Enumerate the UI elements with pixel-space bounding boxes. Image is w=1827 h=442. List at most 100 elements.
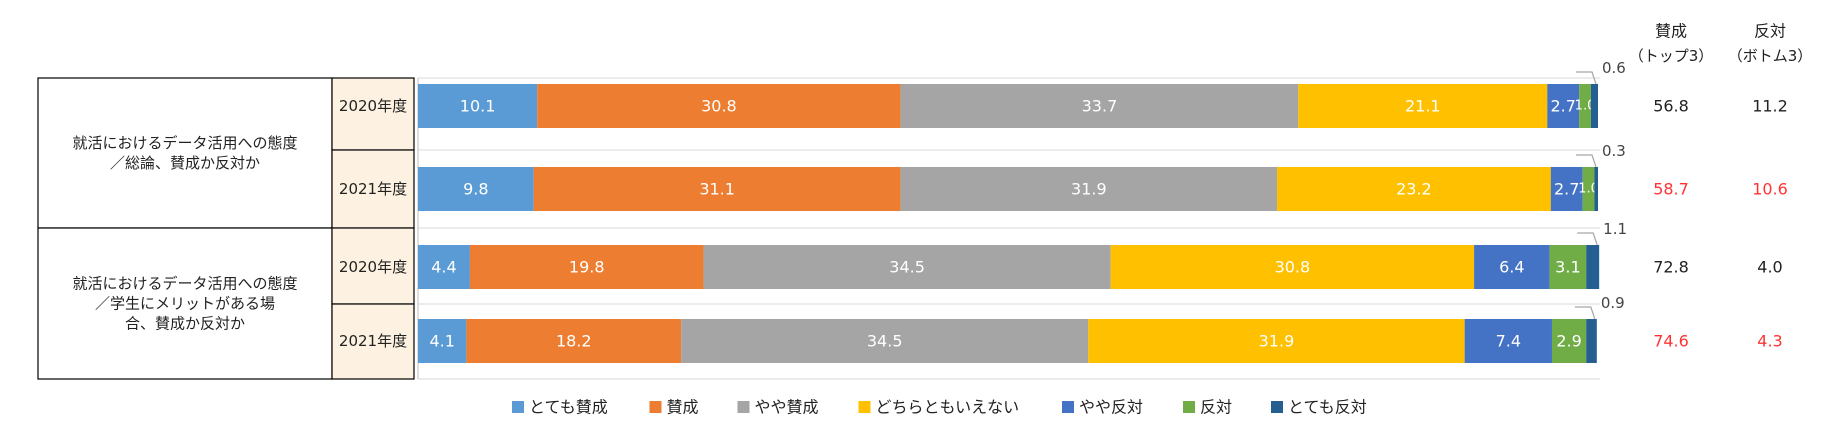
bar-data-label: 30.8 [701, 97, 737, 116]
summary-bottom3-value: 11.2 [1752, 97, 1788, 116]
year-label-cell [331, 77, 415, 151]
bar-segment-5 [1474, 245, 1550, 289]
group-label-text: 就活におけるデータ活用への態度 [72, 275, 297, 293]
bar-data-label: 19.8 [569, 258, 605, 277]
legend-label: とても反対 [1288, 398, 1367, 417]
bar-segment-1 [418, 245, 470, 289]
bar-data-label: 34.5 [889, 258, 925, 277]
legend-swatch [737, 401, 750, 413]
bar-data-label: 23.2 [1396, 180, 1432, 199]
summary-top3-value: 74.6 [1653, 332, 1689, 351]
group-label-text: 合、賛成か反対か [125, 315, 245, 333]
bar-data-label: 2.7 [1550, 97, 1575, 116]
bar-segment-2 [466, 319, 682, 363]
legend-label: やや反対 [1079, 398, 1143, 417]
bar-data-label: 31.9 [1259, 332, 1295, 351]
bar-segment-4 [1110, 245, 1475, 289]
group-label-box [37, 77, 333, 229]
bar-segment-2 [533, 167, 901, 211]
bar-segment-3 [900, 84, 1299, 128]
callout-line [1576, 71, 1597, 85]
bar-data-label: 1.0 [1575, 99, 1596, 114]
group-label-box [37, 227, 333, 380]
bar-segment-3 [900, 167, 1278, 211]
bar-segment-7 [1586, 245, 1600, 289]
legend-label: やや賛成 [755, 398, 819, 417]
legend-label: とても賛成 [529, 398, 608, 417]
callout-label: 1.1 [1603, 220, 1627, 238]
callout-label: 0.3 [1602, 142, 1626, 160]
bar-data-label: 9.8 [463, 180, 488, 199]
bar-segment-5 [1547, 84, 1580, 128]
bar-segment-5 [1464, 319, 1552, 363]
bar-segment-2 [469, 245, 704, 289]
summary-top3-value: 56.8 [1653, 97, 1689, 116]
callout-line [1574, 306, 1596, 320]
bar-segment-1 [418, 167, 534, 211]
bar-data-label: 7.4 [1496, 332, 1521, 351]
bar-segment-4 [1088, 319, 1465, 363]
bar-segment-4 [1277, 167, 1551, 211]
bar-data-label: 1.0 [1578, 182, 1599, 197]
bar-segment-1 [418, 84, 538, 128]
bar-data-label: 31.9 [1071, 180, 1107, 199]
bar-segment-5 [1550, 167, 1583, 211]
bar-segment-6 [1549, 245, 1587, 289]
group-label-text: ／学生にメリットがある場 [95, 295, 275, 313]
summary-top3-value: 72.8 [1653, 258, 1689, 277]
summary-header-subtitle: （トップ3） [1629, 47, 1714, 65]
legend-swatch [858, 401, 871, 413]
bar-data-label: 21.1 [1405, 97, 1441, 116]
bar-data-label: 30.8 [1275, 258, 1311, 277]
bar-data-label: 33.7 [1082, 97, 1118, 116]
legend-swatch [649, 401, 662, 413]
bar-segment-7 [1590, 84, 1598, 128]
bar-segment-3 [681, 319, 1089, 363]
summary-header-title: 賛成 [1655, 22, 1687, 41]
year-label-text: 2020年度 [339, 97, 407, 115]
bar-segment-7 [1586, 319, 1597, 363]
bar-segment-2 [537, 84, 901, 128]
legend-swatch [1271, 401, 1283, 413]
bar-data-label: 6.4 [1499, 258, 1524, 277]
year-label-cell [331, 227, 415, 305]
bar-segment-3 [703, 245, 1111, 289]
legend-label: どちらともいえない [876, 398, 1020, 417]
legend-swatch [1062, 401, 1074, 413]
bar-data-label: 2.7 [1554, 180, 1579, 199]
callout-label: 0.9 [1601, 294, 1625, 312]
bar-segment-4 [1298, 84, 1548, 128]
legend-swatch [512, 401, 524, 413]
bar-segment-7 [1594, 167, 1598, 211]
legend-swatch [1183, 401, 1195, 413]
bar-data-label: 4.4 [431, 258, 456, 277]
year-label-text: 2021年度 [339, 180, 407, 198]
summary-bottom3-value: 4.0 [1757, 258, 1782, 277]
year-label-cell [331, 303, 415, 380]
summary-top3-value: 58.7 [1653, 180, 1689, 199]
bar-data-label: 31.1 [699, 180, 735, 199]
legend-label: 反対 [1200, 398, 1232, 417]
callout-label: 0.6 [1602, 59, 1626, 77]
bar-data-label: 10.1 [460, 97, 496, 116]
bar-segment-1 [418, 319, 467, 363]
year-label-text: 2021年度 [339, 332, 407, 350]
bar-data-label: 4.1 [429, 332, 454, 351]
callout-line [1576, 154, 1597, 168]
callout-line [1577, 232, 1598, 246]
bar-data-label: 34.5 [867, 332, 903, 351]
bar-data-label: 3.1 [1555, 258, 1580, 277]
summary-header-subtitle: （ボトム3） [1728, 47, 1813, 65]
summary-bottom3-value: 4.3 [1757, 332, 1782, 351]
bar-segment-6 [1582, 167, 1595, 211]
year-label-cell [331, 149, 415, 229]
bar-segment-6 [1579, 84, 1591, 128]
year-label-text: 2020年度 [339, 258, 407, 276]
bar-segment-6 [1551, 319, 1587, 363]
summary-header-title: 反対 [1754, 22, 1786, 41]
summary-bottom3-value: 10.6 [1752, 180, 1788, 199]
group-label-text: ／総論、賛成か反対か [110, 154, 260, 172]
bar-data-label: 18.2 [556, 332, 592, 351]
legend-label: 賛成 [667, 398, 699, 417]
